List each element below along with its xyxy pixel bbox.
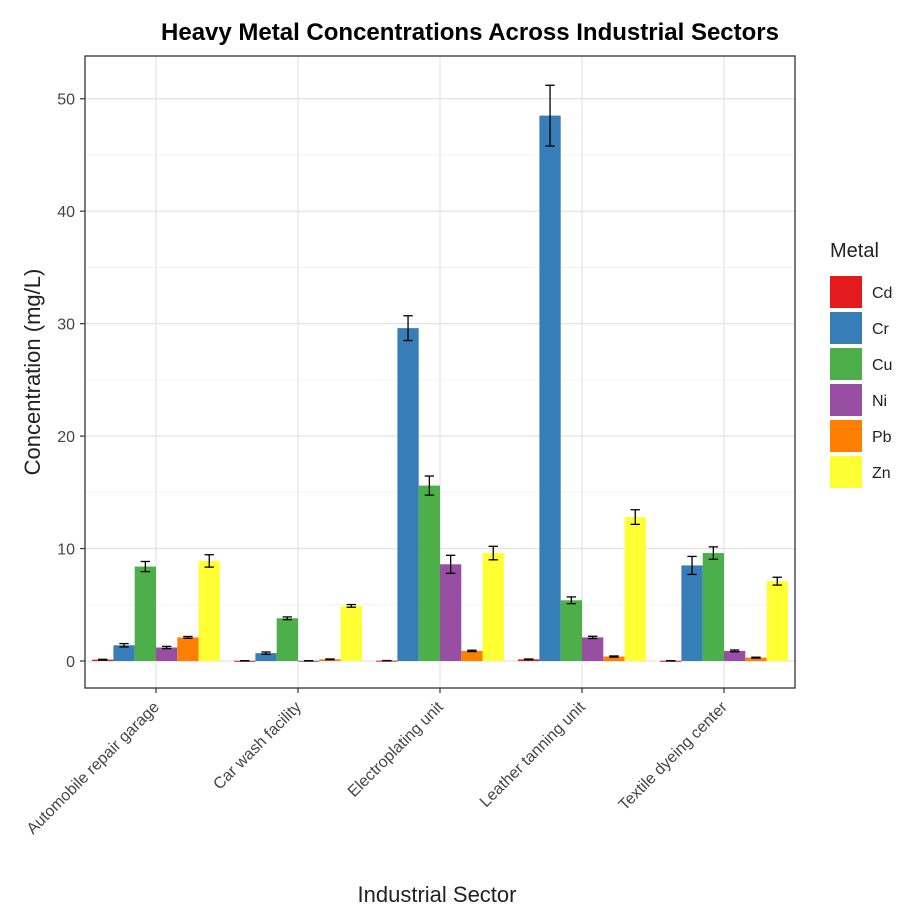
error-bar-cu-0 <box>140 560 151 573</box>
error-bar-pb-0 <box>183 635 193 639</box>
x-tick-label: Car wash facility <box>210 699 304 793</box>
bar-cu-0 <box>134 566 156 662</box>
x-axis: Automobile repair garage Car wash facilit… <box>24 688 732 838</box>
y-axis: 0 10 20 30 40 50 <box>57 92 85 671</box>
legend-label: Cr <box>872 321 890 338</box>
bars <box>92 115 788 662</box>
error-bar-cu-2 <box>424 475 435 496</box>
legend-item-zn: Zn <box>830 456 891 488</box>
y-tick-label: 10 <box>57 542 75 559</box>
bar-pb-2 <box>461 650 483 662</box>
bar-zn-4 <box>766 581 788 662</box>
error-bar-ni-2 <box>445 554 456 574</box>
error-bar-cr-1 <box>261 651 271 655</box>
bar-ni-4 <box>724 650 746 662</box>
x-axis-title: Industrial Sector <box>358 882 517 907</box>
bar-ni-2 <box>440 564 462 662</box>
major-grid <box>85 56 795 688</box>
error-bar-ni-0 <box>161 645 172 650</box>
y-tick-label: 50 <box>57 92 75 109</box>
error-bar-zn-2 <box>488 545 498 561</box>
error-bar-pb-3 <box>609 655 619 658</box>
y-tick-label: 0 <box>66 654 75 671</box>
bar-cu-3 <box>560 600 582 662</box>
error-bar-cr-3 <box>545 84 555 147</box>
legend: Metal Cd Cr Cu Ni Pb Zn <box>830 240 892 488</box>
bar-zn-1 <box>340 605 362 662</box>
legend-swatch <box>830 456 862 488</box>
x-tick-label: Leather tanning unit <box>477 698 589 810</box>
error-bar-pb-1 <box>325 658 335 661</box>
legend-item-pb: Pb <box>830 420 892 452</box>
bar-ni-0 <box>156 647 178 662</box>
bar-pb-0 <box>177 637 199 662</box>
error-bar-zn-3 <box>630 509 640 526</box>
error-bar-pb-4 <box>751 656 761 659</box>
error-bar-cr-0 <box>119 642 129 648</box>
legend-label: Cd <box>872 285 892 302</box>
legend-label: Zn <box>872 465 891 482</box>
error-bar-zn-4 <box>772 576 782 586</box>
error-bar-cd-0 <box>98 658 108 661</box>
error-bar-cu-1 <box>282 616 293 621</box>
bar-cu-4 <box>702 553 724 662</box>
legend-swatch <box>830 348 862 380</box>
bar-cr-1 <box>255 653 277 662</box>
bar-zn-2 <box>482 553 504 662</box>
legend-label: Ni <box>872 393 887 410</box>
error-bars <box>98 84 782 662</box>
bar-ni-3 <box>582 637 604 662</box>
y-axis-title: Concentration (mg/L) <box>20 269 45 476</box>
bar-zn-0 <box>198 560 220 662</box>
legend-swatch <box>830 312 862 344</box>
legend-swatch <box>830 384 862 416</box>
legend-swatch <box>830 276 862 308</box>
bar-cr-4 <box>681 565 703 662</box>
error-bar-zn-1 <box>346 603 356 608</box>
x-tick-label: Electroplating unit <box>345 698 447 800</box>
error-bar-zn-0 <box>204 554 214 568</box>
bar-zn-3 <box>624 517 646 662</box>
error-bar-cd-3 <box>524 658 534 661</box>
legend-item-ni: Ni <box>830 384 887 416</box>
bar-cr-0 <box>113 645 135 662</box>
x-tick-label: Automobile repair garage <box>24 699 163 838</box>
error-bar-pb-2 <box>467 649 477 653</box>
legend-title: Metal <box>830 240 879 262</box>
bar-pb-3 <box>603 656 625 662</box>
y-tick-label: 20 <box>57 429 75 446</box>
error-bar-cu-3 <box>566 596 577 605</box>
legend-label: Pb <box>872 429 892 446</box>
legend-item-cd: Cd <box>830 276 892 308</box>
legend-label: Cu <box>872 357 892 374</box>
y-tick-label: 40 <box>57 204 75 221</box>
y-tick-label: 30 <box>57 317 75 334</box>
error-bar-cr-2 <box>403 315 413 342</box>
bar-cr-3 <box>539 115 561 662</box>
error-bar-cu-4 <box>708 546 719 560</box>
error-bar-ni-3 <box>587 635 598 640</box>
error-bar-ni-4 <box>729 649 740 653</box>
bar-cu-2 <box>418 485 440 662</box>
legend-item-cr: Cr <box>830 312 890 344</box>
x-tick-label: Textile dyeing center <box>616 698 732 814</box>
legend-item-cu: Cu <box>830 348 892 380</box>
bar-cr-2 <box>397 328 419 662</box>
error-bar-cr-4 <box>687 555 697 576</box>
chart-title: Heavy Metal Concentrations Across Indust… <box>161 19 779 46</box>
bar-cu-1 <box>276 618 298 662</box>
bar-pb-4 <box>745 657 767 662</box>
legend-swatch <box>830 420 862 452</box>
